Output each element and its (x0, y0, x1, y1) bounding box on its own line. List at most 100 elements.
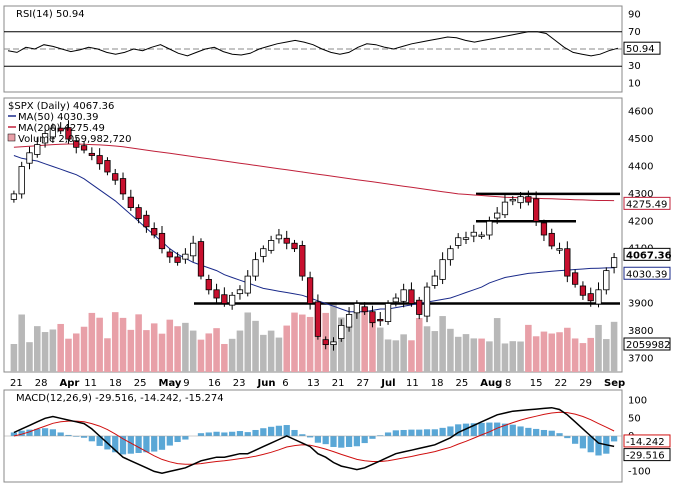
volume-bar (579, 343, 587, 372)
candle-body (112, 173, 119, 181)
candle-body (556, 248, 563, 251)
macd-histogram-bar (455, 424, 462, 436)
macd-histogram-bar (260, 428, 267, 436)
macd-histogram-bar (439, 427, 446, 436)
macd-histogram-bar (501, 423, 509, 436)
macd-histogram-bar (431, 429, 438, 436)
last-price-tag: 4067.36 (626, 250, 672, 261)
macd-histogram-bar (447, 426, 454, 436)
volume-bar (330, 302, 337, 372)
volume-bar (478, 338, 485, 372)
macd-histogram-bar (525, 427, 532, 436)
volume-bar (415, 318, 423, 372)
macd-histogram-bar (174, 436, 181, 443)
macd-histogram-bar (151, 436, 158, 452)
candle-body (283, 237, 290, 244)
ma200-line (13, 143, 615, 202)
ma200-tag-box (623, 196, 671, 210)
candle-body (96, 155, 103, 165)
x-axis-label: 21 (332, 378, 345, 389)
volume-bar (221, 343, 228, 372)
macd-histogram-bar (213, 431, 220, 436)
candle-body (353, 303, 360, 314)
x-axis-label: 21 (10, 378, 23, 389)
candle-body (572, 272, 579, 285)
rsi-tick-label: 70 (628, 27, 641, 38)
macd-histogram-bar (244, 432, 251, 436)
x-axis-label: May (159, 378, 182, 389)
macd-histogram-bar (338, 436, 345, 448)
volume-bar (213, 328, 220, 372)
ma200-label: MA(200) 4275.49 (18, 123, 105, 134)
price-tick-label: 4300 (628, 189, 653, 200)
volume-bar (166, 319, 174, 372)
volume-bar (244, 312, 252, 372)
candle-body (345, 314, 353, 328)
volume-bar (260, 334, 267, 372)
macd-histogram-bar (299, 434, 306, 436)
volume-bar (361, 306, 368, 372)
volume-bar (525, 324, 532, 372)
volume-bar (174, 326, 181, 372)
candle-body (221, 294, 228, 304)
macd-histogram-bar (416, 429, 423, 436)
macd-histogram-bar (564, 436, 571, 439)
candle-body (501, 201, 509, 216)
volume-bar (369, 322, 376, 372)
volume-bar (603, 339, 610, 372)
candle-body (470, 231, 477, 237)
macd-histogram-bar (135, 436, 142, 453)
x-axis-label: 16 (208, 378, 221, 389)
volume-bar (408, 340, 415, 372)
rsi-tick-label: 90 (628, 10, 641, 21)
macd-histogram-bar (283, 425, 290, 436)
x-axis-label: 22 (555, 378, 568, 389)
rsi-value-box (623, 41, 661, 55)
candle-body (119, 178, 127, 195)
candle-body (291, 242, 298, 250)
candle-body (260, 248, 267, 257)
x-axis-label: Aug (480, 378, 502, 389)
ma50-tag-box (623, 266, 671, 280)
volume-bar (111, 312, 119, 372)
macd-signal-tag: -14.242 (626, 437, 665, 448)
x-axis-label: 9 (183, 378, 189, 389)
macd-histogram-bar (353, 436, 360, 447)
macd-histogram-bar (306, 436, 314, 438)
volume-bar (470, 338, 478, 372)
volume-bar (189, 330, 197, 372)
macd-histogram-bar (548, 430, 555, 436)
volume-bar (392, 340, 400, 372)
candle-body (174, 256, 181, 263)
volume-bar (548, 333, 556, 372)
candle-body (299, 245, 306, 277)
candle-body (455, 237, 462, 246)
x-axis-label: 11 (84, 378, 97, 389)
macd-histogram-bar (322, 436, 329, 445)
x-axis-label: Sep (604, 378, 625, 389)
macd-tag-box (623, 448, 671, 462)
candle-body (205, 278, 212, 291)
rsi-tick-label: 10 (628, 78, 641, 89)
x-axis-label: 29 (579, 378, 592, 389)
candle-body (236, 289, 244, 295)
macd-tag: -29.516 (626, 451, 665, 462)
x-axis-label: 23 (233, 378, 246, 389)
volume-bar (353, 309, 361, 372)
volume-bar (228, 338, 236, 372)
candle-body (478, 234, 485, 237)
volume-label: Volume 2,059,982,720 (18, 134, 132, 145)
macd-histogram-bar (291, 429, 298, 436)
candle-body (10, 193, 18, 200)
candle-body (587, 293, 594, 302)
volume-bar (314, 307, 322, 372)
macd-histogram-bar (369, 436, 376, 439)
x-axis-label: 8 (505, 378, 511, 389)
volume-bar (49, 329, 57, 372)
candle-body (509, 198, 516, 202)
x-axis-label: 28 (35, 378, 48, 389)
rsi-label: RSI(14) 50.94 (16, 9, 85, 20)
macd-histogram-bar (462, 423, 470, 436)
macd-histogram-bar (26, 429, 33, 436)
